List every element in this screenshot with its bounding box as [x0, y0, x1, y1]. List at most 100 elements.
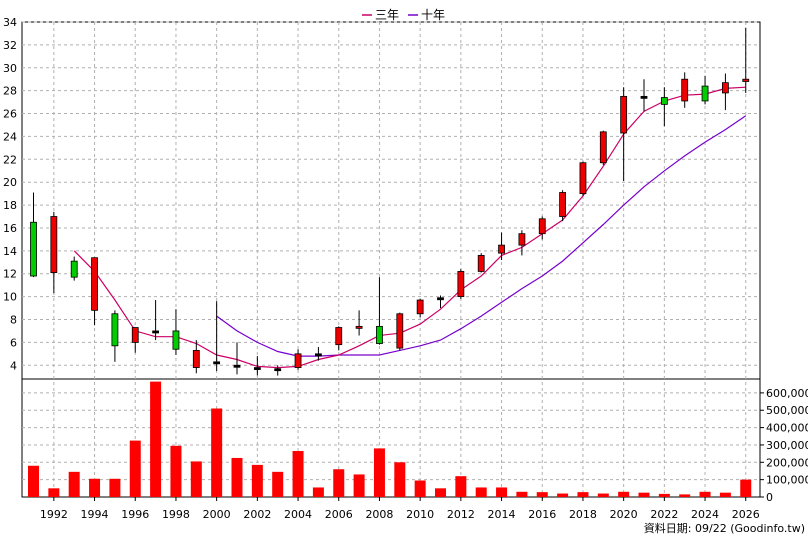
- price-tick-label: 12: [3, 268, 17, 281]
- year-tick-label: 2020: [610, 508, 638, 521]
- year-tick-label: 2012: [447, 508, 475, 521]
- volume-bar: [475, 487, 487, 497]
- volume-bar: [516, 491, 528, 497]
- price-tick-label: 34: [3, 16, 17, 29]
- volume-bar: [150, 381, 162, 497]
- candle-body: [518, 233, 526, 246]
- volume-bar: [597, 493, 609, 497]
- price-tick-label: 16: [3, 222, 17, 235]
- volume-bar: [28, 465, 39, 497]
- volume-tick-label: 600,000: [766, 387, 808, 400]
- volume-bar: [719, 492, 731, 497]
- volume-bar: [496, 487, 508, 497]
- volume-tick-label: 0: [766, 491, 773, 504]
- volume-bar: [435, 488, 446, 497]
- volume-bar: [353, 474, 365, 497]
- year-tick-label: 2006: [325, 508, 353, 521]
- price-tick-label: 10: [3, 291, 17, 304]
- year-tick-label: 2018: [569, 508, 597, 521]
- volume-bar: [251, 464, 263, 497]
- price-tick-label: 14: [3, 245, 17, 258]
- year-tick-label: 2002: [243, 508, 271, 521]
- candle-body: [722, 82, 729, 94]
- candle-body: [111, 313, 119, 347]
- candle-body: [559, 192, 566, 217]
- volume-panel-frame: [21, 378, 761, 498]
- volume-bar: [455, 476, 467, 497]
- price-tick-label: 24: [3, 130, 17, 143]
- volume-axis: 0 100,000 200,000 300,000 400,000 500,000 600,…: [760, 387, 808, 504]
- volume-bar: [536, 492, 548, 497]
- year-tick-label: 2014: [488, 508, 516, 521]
- candle-body: [253, 367, 261, 370]
- candle-body: [437, 297, 444, 301]
- volume-bar: [109, 478, 121, 497]
- year-tick-label: 2008: [365, 508, 393, 521]
- grid: [22, 21, 760, 497]
- candle-body: [620, 95, 628, 134]
- price-axis: 4 6 8 10 12 14 16 18 20 22 24 26 28 30 32 34: [3, 16, 17, 372]
- volume-bar: [618, 491, 630, 497]
- candle-body: [294, 353, 302, 368]
- candle-body: [477, 255, 485, 272]
- volume-bar: [658, 493, 670, 497]
- ma-3y-line: [73, 86, 746, 369]
- year-tick-label: 2024: [691, 508, 719, 521]
- year-tick-label: 1994: [81, 508, 109, 521]
- candle-body: [172, 330, 180, 350]
- price-tick-label: 26: [3, 108, 17, 121]
- volume-bar: [89, 478, 101, 497]
- year-tick-label: 1992: [40, 508, 68, 521]
- volume-bar: [577, 492, 589, 497]
- volume-bar: [170, 445, 182, 497]
- price-tick-label: 6: [10, 336, 17, 349]
- volume-bar: [48, 488, 60, 497]
- candle-body: [416, 299, 424, 315]
- volume-tick-label: 200,000: [766, 456, 808, 469]
- candle-body: [742, 78, 750, 82]
- price-tick-label: 20: [3, 176, 17, 189]
- candle-body: [599, 131, 607, 164]
- price-tick-label: 18: [3, 199, 17, 212]
- candle-body: [681, 78, 689, 102]
- candle-body: [233, 364, 241, 368]
- price-tick-label: 30: [3, 62, 17, 75]
- candle-body: [660, 97, 668, 105]
- volume-bar: [312, 487, 324, 497]
- moving-average-lines: [73, 86, 747, 369]
- volume-bars: [28, 381, 752, 497]
- candle-body: [192, 349, 200, 368]
- year-tick-label: 1996: [121, 508, 149, 521]
- candle-body: [314, 353, 322, 357]
- footer-source: 資料日期: 09/22 (Goodinfo.tw): [644, 521, 805, 535]
- candle-body: [30, 221, 37, 277]
- candle-body: [91, 257, 98, 311]
- candle-body: [579, 162, 587, 195]
- volume-tick-label: 100,000: [766, 474, 808, 487]
- volume-bar: [740, 479, 752, 497]
- candle-body: [213, 361, 221, 365]
- legend-label-10y: 十年: [421, 8, 445, 22]
- candle-body: [274, 368, 282, 372]
- year-tick-label: 2000: [203, 508, 231, 521]
- volume-bar: [638, 492, 650, 497]
- candle-body: [70, 260, 78, 278]
- price-panel-frame: [21, 21, 761, 380]
- legend-label-3y: 三年: [375, 8, 399, 22]
- volume-tick-label: 400,000: [766, 422, 808, 435]
- year-tick-label: 2026: [732, 508, 760, 521]
- price-tick-label: 28: [3, 85, 17, 98]
- volume-bar: [292, 451, 304, 497]
- volume-tick-label: 300,000: [766, 439, 808, 452]
- candlesticks: [30, 27, 750, 376]
- candle-body: [376, 325, 383, 344]
- year-tick-label: 2022: [650, 508, 678, 521]
- volume-bar: [414, 480, 426, 497]
- price-tick-label: 4: [10, 359, 17, 372]
- year-axis: 1992 1994 1996 1998 2000 2002 2004 2006 2008 2010…: [40, 497, 760, 521]
- year-tick-label: 2004: [284, 508, 312, 521]
- candle-body: [355, 325, 363, 329]
- volume-bar: [272, 471, 284, 497]
- volume-bar: [679, 494, 691, 497]
